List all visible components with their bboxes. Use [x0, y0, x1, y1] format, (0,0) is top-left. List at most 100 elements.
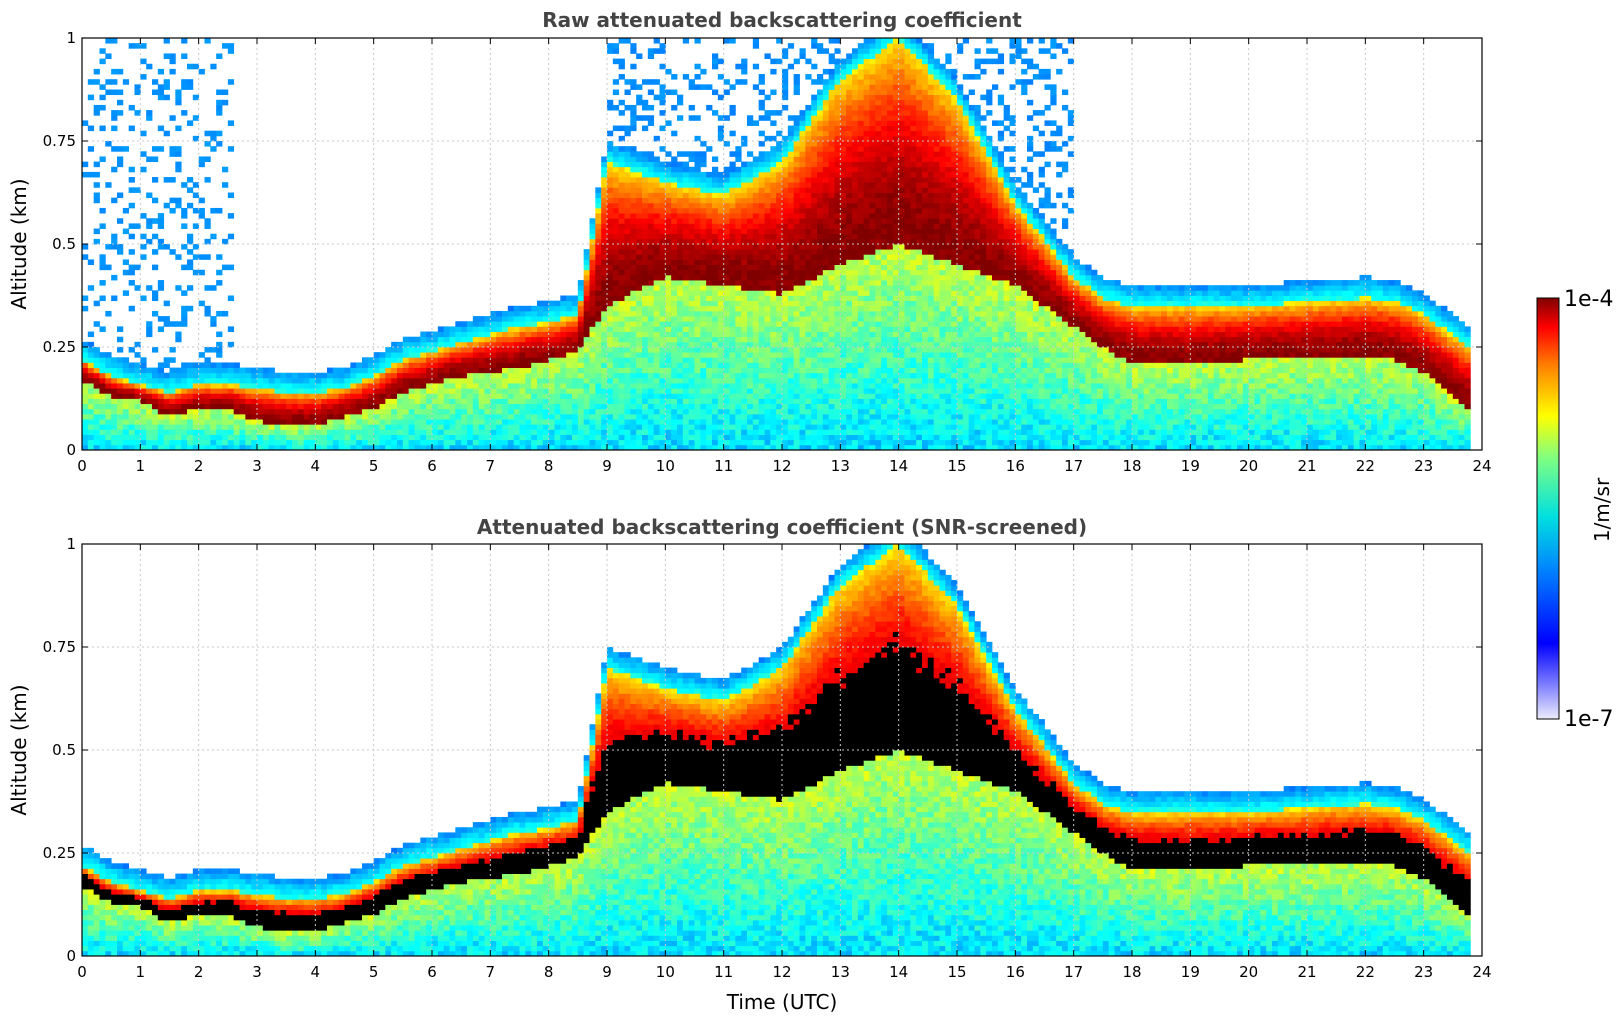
heatmap-cell	[811, 413, 818, 420]
heatmap-cell	[729, 285, 736, 291]
heatmap-cell	[665, 398, 672, 405]
heatmap-cell	[338, 429, 345, 435]
heatmap-cell	[694, 161, 701, 168]
heatmap-cell	[437, 331, 445, 338]
heatmap-cell	[128, 305, 135, 312]
heatmap-cell	[542, 357, 550, 363]
heatmap-cell	[846, 238, 853, 245]
heatmap-cell	[752, 218, 760, 224]
heatmap-cell	[362, 367, 369, 374]
heatmap-cell	[449, 413, 456, 420]
heatmap-cell	[175, 383, 182, 389]
heatmap-cell	[222, 264, 229, 271]
heatmap-cell	[636, 161, 643, 168]
heatmap-cell	[414, 341, 421, 348]
heatmap-cell	[665, 120, 672, 126]
heatmap-cell	[128, 398, 135, 405]
heatmap-cell	[840, 341, 847, 348]
heatmap-cell	[618, 429, 625, 435]
heatmap-cell	[222, 439, 229, 446]
heatmap-cell	[840, 336, 847, 343]
heatmap-cell	[700, 233, 707, 240]
heatmap-cell	[688, 372, 695, 379]
heatmap-cell	[601, 171, 608, 178]
heatmap-cell	[817, 130, 824, 137]
heatmap-cell	[303, 429, 310, 435]
heatmap-cell	[811, 326, 818, 332]
heatmap-cell	[741, 249, 748, 255]
heatmap-cell	[443, 383, 450, 389]
heatmap-cell	[607, 48, 614, 54]
heatmap-cell	[717, 264, 725, 271]
heatmap-cell	[653, 269, 660, 276]
heatmap-cell	[764, 223, 771, 229]
heatmap-cell	[659, 146, 666, 152]
heatmap-cell	[822, 156, 830, 162]
heatmap-cell	[741, 372, 748, 379]
heatmap-cell	[822, 151, 830, 157]
heatmap-cell	[607, 202, 614, 209]
heatmap-cell	[321, 398, 328, 405]
heatmap-cell	[502, 393, 509, 399]
heatmap-cell	[105, 419, 112, 425]
heatmap-cell	[682, 305, 690, 312]
heatmap-cell	[822, 115, 830, 121]
heatmap-cell	[752, 285, 760, 291]
heatmap-cell	[437, 434, 445, 441]
heatmap-cell	[286, 408, 293, 415]
heatmap-cell	[735, 228, 742, 235]
heatmap-cell	[700, 249, 707, 255]
heatmap-cell	[776, 274, 783, 281]
heatmap-cell	[846, 187, 853, 193]
heatmap-cell	[601, 305, 608, 312]
heatmap-cell	[216, 393, 223, 399]
heatmap-cell	[420, 341, 427, 348]
heatmap-cell	[595, 408, 602, 415]
heatmap-cell	[432, 341, 439, 348]
heatmap-cell	[589, 331, 596, 338]
heatmap-cell	[181, 424, 188, 430]
heatmap-cell	[187, 403, 194, 410]
heatmap-cell	[758, 223, 765, 229]
heatmap-cell	[350, 383, 357, 389]
heatmap-cell	[577, 403, 585, 410]
heatmap-cell	[642, 171, 649, 178]
heatmap-cell	[682, 38, 690, 44]
heatmap-cell	[799, 202, 806, 209]
heatmap-cell	[280, 372, 287, 379]
heatmap-cell	[712, 280, 719, 286]
heatmap-cell	[490, 434, 497, 441]
heatmap-cell	[152, 367, 159, 374]
heatmap-cell	[449, 398, 456, 405]
heatmap-cell	[729, 177, 736, 183]
heatmap-cell	[805, 269, 812, 276]
heatmap-cell	[618, 408, 625, 415]
heatmap-cell	[344, 403, 351, 410]
heatmap-cell	[671, 429, 678, 435]
heatmap-cell	[146, 326, 153, 332]
heatmap-cell	[752, 259, 760, 265]
heatmap-cell	[624, 79, 631, 85]
heatmap-cell	[642, 321, 649, 327]
heatmap-cell	[589, 249, 596, 255]
heatmap-cell	[338, 367, 345, 374]
heatmap-cell	[793, 213, 800, 219]
heatmap-cell	[478, 331, 485, 338]
heatmap-cell	[747, 424, 754, 430]
heatmap-cell	[793, 413, 800, 420]
heatmap-cell	[239, 393, 246, 399]
heatmap-cell	[607, 300, 614, 307]
heatmap-cell	[373, 388, 380, 394]
heatmap-cell	[216, 141, 223, 147]
heatmap-cell	[729, 104, 736, 111]
heatmap-cell	[146, 393, 153, 399]
heatmap-cell	[671, 171, 678, 178]
heatmap-cell	[502, 326, 509, 332]
heatmap-cell	[735, 151, 742, 157]
heatmap-cell	[187, 259, 194, 265]
heatmap-cell	[659, 218, 666, 224]
heatmap-cell	[222, 424, 229, 430]
heatmap-cell	[554, 300, 561, 307]
heatmap-cell	[688, 187, 695, 193]
heatmap-cell	[787, 228, 795, 235]
